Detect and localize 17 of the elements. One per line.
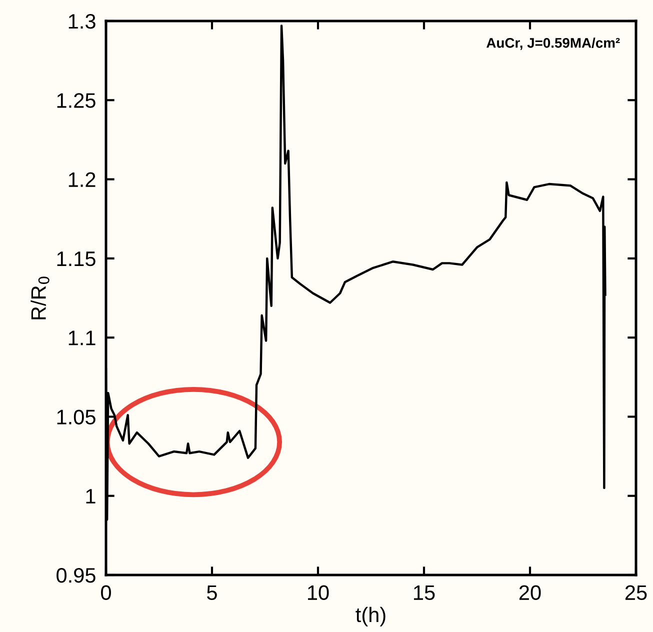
y-tick-label: 1.2: [68, 172, 96, 187]
x-tick-label: 5: [207, 585, 217, 600]
annotation: AuCr, J=0.59MA/cm²: [486, 38, 620, 50]
x-tick-label: 10: [308, 585, 329, 600]
x-tick-label: 0: [101, 585, 111, 600]
x-tick-label: 15: [414, 585, 435, 600]
y-tick-label: 1.1: [68, 330, 96, 346]
y-tick-label: 0.95: [56, 568, 96, 583]
y-tick-label: 1.15: [57, 252, 96, 266]
y-tick-label: 1.3: [68, 14, 96, 29]
y-axis-title: R/R$_{0}$: [30, 276, 50, 320]
y-tick-label: 1.25: [57, 93, 96, 108]
y-tick-label: 1.05: [57, 410, 96, 424]
x-axis-title: t(h): [356, 606, 386, 626]
y-tick-label: 1: [86, 489, 96, 504]
x-tick-label: 25: [625, 585, 647, 600]
x-tick-label: 20: [519, 585, 541, 600]
